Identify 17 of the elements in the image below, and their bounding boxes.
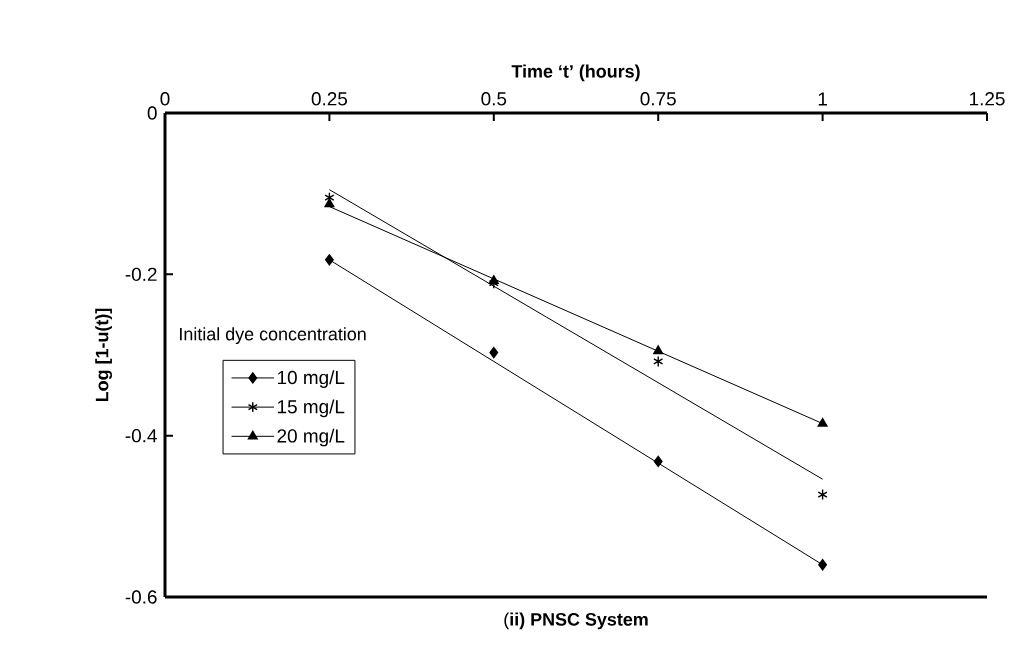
x-axis-title: Time ‘t’ (hours) bbox=[511, 64, 640, 82]
y-tick-label: -0.6 bbox=[125, 590, 157, 604]
x-tick-label: 0 bbox=[160, 92, 170, 106]
legend-label: 10 mg/L bbox=[277, 370, 345, 388]
y-tick-label: 0 bbox=[147, 106, 157, 120]
x-tick-label: 1.25 bbox=[970, 92, 1005, 106]
y-axis-title: Log [1-u(t)] bbox=[95, 308, 113, 402]
y-tick-label: -0.4 bbox=[125, 428, 157, 443]
legend-label: 15 mg/L bbox=[277, 399, 345, 418]
text: (ii) PNSC System bbox=[504, 612, 648, 630]
x-tick-label: 0.75 bbox=[640, 92, 676, 106]
x-tick-label: 0.5 bbox=[481, 92, 507, 106]
x-tick-label: 0.25 bbox=[311, 92, 348, 106]
y-tick-label: -0.2 bbox=[125, 267, 157, 282]
legend-label: 20 mg/L bbox=[277, 428, 345, 447]
legend-title: Initial dye concentration bbox=[180, 327, 366, 344]
x-tick-label: 1 bbox=[818, 92, 827, 106]
